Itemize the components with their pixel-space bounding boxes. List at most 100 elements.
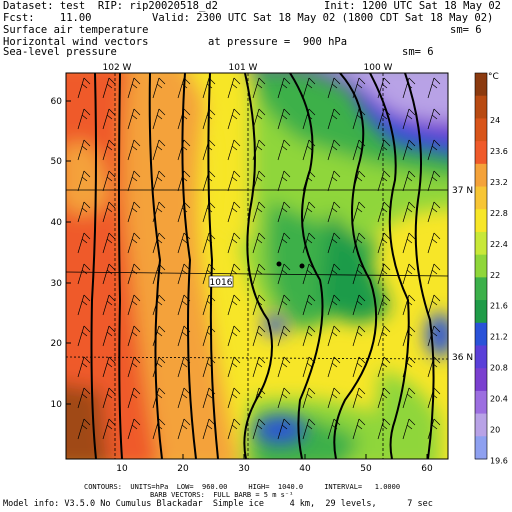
wind-barb: [102, 325, 116, 347]
isobar-label: 1016: [210, 278, 233, 288]
lat-label-36n: 36 N: [452, 353, 473, 363]
colorbar-swatch: [475, 254, 487, 278]
wind-barb: [277, 325, 291, 347]
pressure-level: at pressure = 900 hPa: [208, 36, 348, 48]
colorbar-swatch: [475, 300, 487, 324]
map-frame: [65, 72, 449, 460]
wind-barb: [127, 387, 141, 409]
wind-barb: [327, 294, 341, 316]
wind-barb: [77, 232, 91, 254]
wind-barb: [252, 325, 266, 347]
wind-barb: [177, 418, 191, 440]
wind-barb: [327, 201, 341, 223]
wind-barb: [127, 77, 141, 99]
colorbar-swatch: [475, 209, 487, 233]
valid-time: Valid: 2300 UTC Sat 18 May 02 (1800 CDT …: [152, 12, 494, 24]
colorbar-label: 20: [490, 426, 500, 435]
wind-barb: [77, 387, 91, 409]
wind-barb: [427, 232, 441, 254]
wind-barb: [102, 77, 116, 99]
isobar-label-box: [208, 275, 234, 288]
wind-barb: [277, 201, 291, 223]
wind-barb: [227, 387, 241, 409]
wind-barb: [152, 77, 166, 99]
wind-barb: [102, 387, 116, 409]
wind-barb: [352, 325, 366, 347]
wind-barb: [352, 356, 366, 378]
colorbar-swatch: [475, 413, 487, 437]
forecast-hour: Fcst: 11.00: [3, 12, 92, 24]
x-tick-30: 30: [238, 464, 250, 474]
colorbar-swatch: [475, 277, 487, 301]
colorbar-swatch: [475, 390, 487, 415]
wind-barb: [327, 325, 341, 347]
x-tick-60: 60: [421, 464, 433, 474]
wind-barb: [127, 139, 141, 161]
wind-barb: [327, 356, 341, 378]
lat-label-37n: 37 N: [452, 186, 473, 196]
wind-barb: [127, 294, 141, 316]
model-info: Model info: V3.5.0 No Cumulus Blackadar …: [3, 499, 433, 509]
colorbar-label: 24: [490, 116, 500, 125]
wind-barb: [77, 201, 91, 223]
wind-barb: [77, 170, 91, 192]
wind-barb: [277, 232, 291, 254]
isobars: [90, 73, 435, 459]
y-tick-20: 20: [51, 339, 63, 349]
wind-barb: [327, 263, 341, 285]
wind-barb: [102, 232, 116, 254]
wind-barb: [227, 170, 241, 192]
wind-barb: [77, 325, 91, 347]
colorbar-label: 20.8: [490, 364, 508, 373]
wind-barb: [102, 418, 116, 440]
init-time: Init: 1200 UTC Sat 18 May 02: [324, 0, 502, 12]
wind-barb: [127, 325, 141, 347]
wind-barb: [402, 232, 416, 254]
wind-barb: [427, 294, 441, 316]
graticule: [65, 73, 449, 459]
colorbar-label: 21.2: [490, 333, 508, 342]
wind-barb: [227, 418, 241, 440]
wind-barb: [277, 170, 291, 192]
wind-barb: [427, 201, 441, 223]
wind-barb: [227, 201, 241, 223]
wind-barb: [352, 294, 366, 316]
wind-barb: [277, 139, 291, 161]
lon-label-100w: 100 W: [364, 63, 393, 73]
colorbar-swatch: [475, 345, 487, 369]
wind-barb: [427, 108, 441, 130]
colorbar-labels: 24 23.6 23.2 22.8 22.4 22 21.6 21.2 20.8 20.4 20 19…: [490, 116, 508, 466]
wind-barb: [327, 108, 341, 130]
wind-barb: [402, 201, 416, 223]
colorbar-swatch: [475, 163, 487, 188]
wind-barb: [77, 77, 91, 99]
colorbar-swatch: [475, 73, 487, 97]
wind-barb: [252, 356, 266, 378]
wind-barb: [327, 170, 341, 192]
wind-barb: [327, 139, 341, 161]
wind-barb: [302, 294, 316, 316]
wind-barb: [302, 387, 316, 409]
colorbar-swatch: [475, 95, 487, 119]
colorbar-label: 22.8: [490, 209, 508, 218]
y-tick-60: 60: [51, 97, 63, 107]
barb-info: BARB VECTORS: FULL BARB = 5 m s⁻¹: [150, 491, 294, 499]
smoothing-1: sm= 6: [450, 24, 482, 36]
wind-barb: [102, 201, 116, 223]
field-wind: Horizontal wind vectors: [3, 36, 149, 48]
colorbar-label: 19.6: [490, 457, 508, 466]
wind-barb: [127, 232, 141, 254]
wind-barb: [427, 77, 441, 99]
wind-barb: [427, 170, 441, 192]
wind-barb: [277, 418, 291, 440]
wind-barb: [302, 77, 316, 99]
x-tick-50: 50: [360, 464, 372, 474]
wind-barb: [327, 77, 341, 99]
y-tick-30: 30: [51, 279, 63, 289]
wind-barb: [127, 356, 141, 378]
colorbar-swatch: [475, 186, 487, 210]
colorbar: [474, 72, 488, 460]
wind-barb: [227, 294, 241, 316]
wind-barb: [252, 418, 266, 440]
